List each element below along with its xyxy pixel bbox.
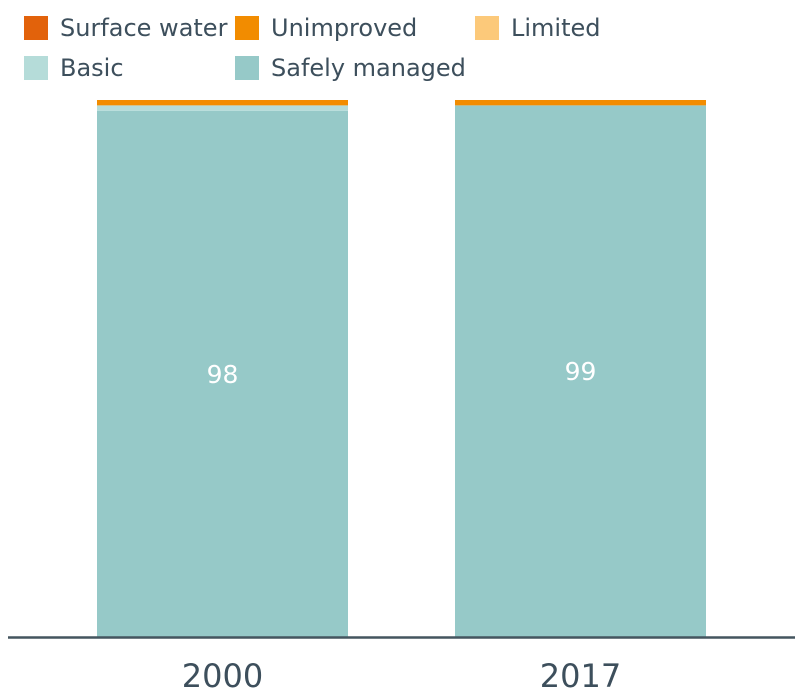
legend: Surface water Unimproved Limited Basic Safel… [24, 14, 601, 82]
bar-segment-2017-safely-managed [455, 105, 706, 638]
bar-segment-2017-unimproved [455, 100, 706, 106]
legend-label-unimproved: Unimproved [271, 14, 417, 42]
legend-swatch-safely-managed [235, 56, 259, 80]
bar-segment-2000-basic [97, 105, 348, 111]
bar-segment-2000-safely-managed [97, 110, 348, 638]
legend-swatch-surface-water [24, 16, 48, 40]
legend-swatch-unimproved [235, 16, 259, 40]
x-tick-label-2017: 2017 [540, 657, 621, 695]
bars: 98 99 [97, 100, 706, 638]
bar-segment-2000-unimproved [97, 100, 348, 106]
legend-label-limited: Limited [511, 14, 601, 42]
data-label-2000: 98 [207, 360, 239, 389]
data-label-2017: 99 [565, 357, 597, 386]
x-tick-label-2000: 2000 [182, 657, 263, 695]
x-axis-ticks: 2000 2017 [182, 657, 621, 695]
legend-label-surface-water: Surface water [60, 14, 228, 42]
legend-swatch-basic [24, 56, 48, 80]
legend-swatch-limited [475, 16, 499, 40]
legend-label-basic: Basic [60, 54, 124, 82]
legend-label-safely-managed: Safely managed [271, 54, 466, 82]
